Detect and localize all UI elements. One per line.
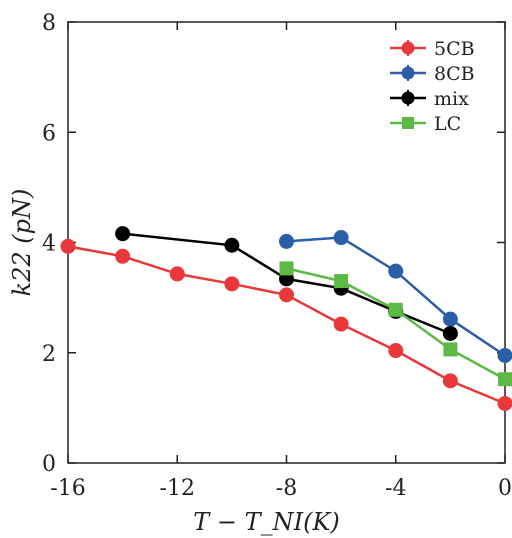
legend-label: 8CB <box>434 63 475 85</box>
data-point <box>60 238 76 254</box>
legend-marker <box>401 66 415 80</box>
data-point <box>279 233 294 249</box>
data-point <box>279 261 294 276</box>
legend-entry-lc: LC <box>390 113 461 135</box>
series-lc <box>279 261 512 387</box>
y-tick-label: 8 <box>42 11 56 36</box>
data-point <box>224 237 240 253</box>
series-8cb <box>279 230 512 364</box>
x-tick-label: -4 <box>385 476 406 501</box>
legend-marker <box>402 117 414 129</box>
legend-entry-mix: mix <box>390 88 469 110</box>
legend-marker <box>401 91 415 105</box>
x-tick-label: 0 <box>498 476 512 501</box>
data-point <box>497 348 512 364</box>
data-point <box>443 342 458 357</box>
legend: 5CB 8CB mix LC <box>390 38 475 135</box>
data-point <box>224 276 240 292</box>
y-tick-label: 2 <box>42 342 56 367</box>
data-point <box>388 263 404 279</box>
data-point <box>442 311 458 327</box>
axis-ticks: -16 -12 -8 -4 0 0 2 4 6 8 <box>42 11 512 501</box>
data-point <box>333 316 349 332</box>
axis-labels: T − T_NI(K) k22 (pN) <box>8 189 340 536</box>
legend-label: mix <box>434 88 469 110</box>
series-5cb <box>60 238 512 411</box>
legend-label: LC <box>434 113 461 135</box>
data-point <box>442 325 458 341</box>
data-point <box>333 230 349 246</box>
series-layer <box>60 226 512 411</box>
y-tick-label: 4 <box>42 232 56 257</box>
x-tick-label: -16 <box>50 476 85 501</box>
data-point <box>388 343 404 359</box>
legend-label: 5CB <box>434 38 475 60</box>
data-point <box>115 248 131 264</box>
x-tick-label: -12 <box>160 476 195 501</box>
legend-entry-8cb: 8CB <box>390 63 475 85</box>
series-line <box>286 236 506 357</box>
x-axis-label: T − T_NI(K) <box>193 508 340 536</box>
legend-marker <box>401 41 415 55</box>
data-point <box>388 302 403 317</box>
y-tick-label: 6 <box>42 121 56 146</box>
legend-entry-5cb: 5CB <box>390 38 475 60</box>
data-point <box>279 287 294 303</box>
data-point <box>442 373 458 389</box>
data-point <box>334 274 349 289</box>
y-tick-label: 0 <box>42 452 56 477</box>
data-point <box>498 372 512 387</box>
y-axis-label: k22 (pN) <box>8 189 36 297</box>
x-tick-label: -8 <box>276 476 297 501</box>
data-point <box>169 266 185 282</box>
data-point <box>497 395 512 411</box>
data-point <box>115 226 131 242</box>
